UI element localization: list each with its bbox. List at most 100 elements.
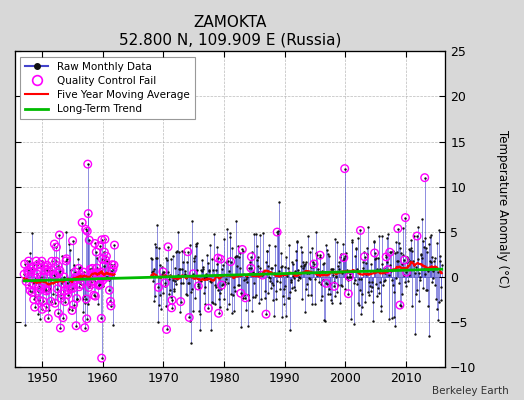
Point [276,278,285,285]
Point [334,263,343,270]
Point [317,280,325,287]
Point [37,285,46,292]
Point [69,301,78,308]
Point [71,274,80,281]
Point [364,292,373,298]
Point [250,279,259,286]
Point [54,262,62,269]
Point [348,237,356,243]
Point [59,314,67,321]
Point [362,245,370,251]
Point [370,250,379,256]
Point [63,291,72,298]
Point [188,286,196,292]
Point [168,276,177,283]
Point [39,298,47,304]
Point [348,267,357,274]
Point [245,297,254,303]
Point [35,284,43,290]
Point [77,281,85,288]
Point [407,245,416,251]
Point [69,285,77,292]
Point [151,240,159,247]
Point [36,274,45,280]
Point [98,256,106,262]
Point [162,303,170,309]
Point [382,254,390,260]
Point [258,272,267,278]
Point [277,264,286,270]
Point [36,274,45,280]
Point [325,286,333,292]
Point [294,267,302,274]
Point [434,269,442,276]
Point [151,292,160,299]
Point [338,270,346,276]
Point [433,240,441,246]
Point [309,264,318,270]
Point [52,244,61,250]
Point [322,280,330,286]
Point [387,248,396,255]
Point [216,256,225,262]
Point [409,262,418,269]
Point [262,311,270,317]
Point [301,308,310,315]
Point [187,340,195,346]
Point [86,279,95,285]
Point [203,252,211,258]
Point [316,252,324,258]
Point [183,259,191,266]
Point [62,258,70,264]
Point [344,276,352,283]
Point [394,225,402,232]
Point [177,298,185,305]
Point [29,280,37,286]
Point [382,254,390,260]
Point [156,292,164,298]
Point [285,242,293,248]
Point [54,262,62,269]
Point [68,307,77,314]
Point [82,316,91,322]
Point [381,252,390,258]
Point [270,243,279,250]
Point [282,313,290,319]
Point [195,327,204,333]
Point [222,306,231,312]
Point [67,286,75,292]
Point [275,198,283,205]
Point [290,275,299,281]
Point [348,239,356,246]
Point [305,275,314,282]
Point [52,258,60,264]
Point [429,275,437,281]
Point [357,311,366,317]
Point [217,282,226,288]
Point [328,300,336,306]
Point [24,267,32,274]
Point [97,236,106,243]
Point [94,270,103,276]
Point [100,262,108,269]
Point [315,254,324,260]
Point [408,248,416,254]
Point [311,276,319,282]
Point [227,244,236,251]
Point [226,258,235,265]
Point [34,310,42,317]
Point [201,284,210,290]
Point [88,271,96,277]
Point [188,218,196,225]
Point [40,287,48,293]
Point [377,233,386,240]
Point [149,268,157,274]
Point [206,278,215,284]
Point [59,314,67,321]
Point [216,256,225,262]
Point [68,307,77,314]
Point [205,266,213,273]
Point [398,291,406,297]
Point [298,248,307,255]
Point [249,269,258,275]
